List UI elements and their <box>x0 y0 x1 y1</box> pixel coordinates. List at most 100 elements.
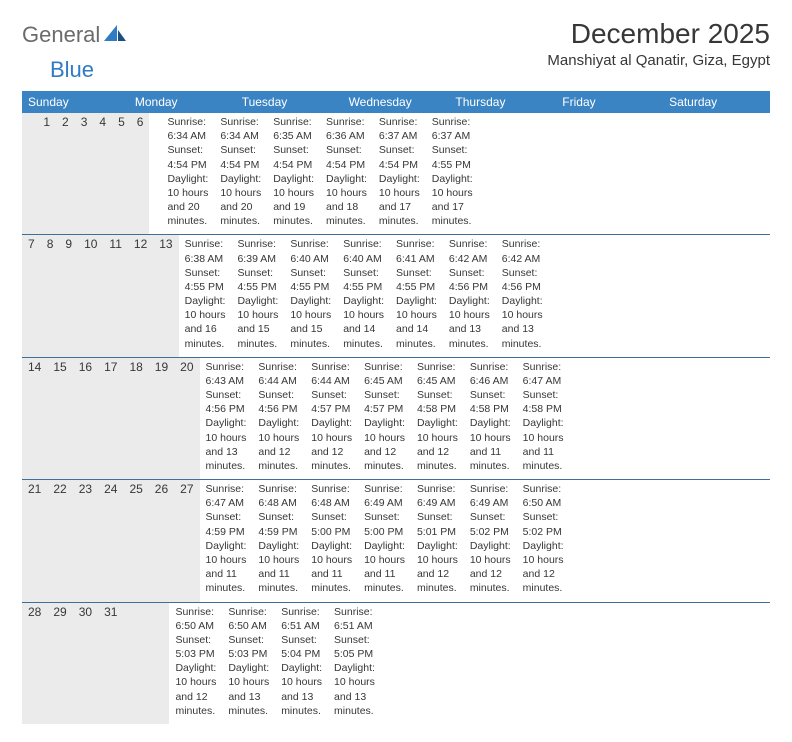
day-cell: Sunrise: 6:49 AMSunset: 5:00 PMDaylight:… <box>358 480 411 601</box>
day-cell: Sunrise: 6:42 AMSunset: 4:56 PMDaylight:… <box>496 235 549 356</box>
daylight-text: Daylight: 10 hours and 20 minutes. <box>167 172 208 229</box>
sunrise-text: Sunrise: 6:49 AM <box>364 482 405 510</box>
weekday-tuesday: Tuesday <box>236 91 343 113</box>
day-cell: Sunrise: 6:49 AMSunset: 5:02 PMDaylight:… <box>464 480 517 601</box>
sunset-text: Sunset: 4:56 PM <box>258 388 299 416</box>
day-number: 6 <box>131 113 150 234</box>
sunrise-text: Sunrise: 6:48 AM <box>311 482 352 510</box>
sunset-text: Sunset: 4:54 PM <box>220 143 261 171</box>
day-number: 30 <box>73 603 98 724</box>
sunrise-text: Sunrise: 6:49 AM <box>470 482 511 510</box>
day-cell: Sunrise: 6:47 AMSunset: 4:59 PMDaylight:… <box>200 480 253 601</box>
day-cell: Sunrise: 6:44 AMSunset: 4:56 PMDaylight:… <box>252 358 305 479</box>
sunset-text: Sunset: 4:59 PM <box>258 510 299 538</box>
daylight-text: Daylight: 10 hours and 12 minutes. <box>523 539 564 596</box>
daylight-text: Daylight: 10 hours and 12 minutes. <box>417 539 458 596</box>
day-number: 11 <box>103 235 127 356</box>
sunset-text: Sunset: 4:54 PM <box>326 143 367 171</box>
day-cell: Sunrise: 6:46 AMSunset: 4:58 PMDaylight:… <box>464 358 517 479</box>
day-number-row: 21222324252627 <box>22 480 200 601</box>
day-cell <box>381 603 393 724</box>
day-cell: Sunrise: 6:36 AMSunset: 4:54 PMDaylight:… <box>320 113 373 234</box>
day-cell: Sunrise: 6:40 AMSunset: 4:55 PMDaylight:… <box>337 235 390 356</box>
day-number-row: 28293031 <box>22 603 169 724</box>
day-number: 31 <box>98 603 123 724</box>
day-content-row: Sunrise: 6:34 AMSunset: 4:54 PMDaylight:… <box>149 113 478 234</box>
day-cell <box>149 113 161 234</box>
day-cell: Sunrise: 6:50 AMSunset: 5:03 PMDaylight:… <box>222 603 275 724</box>
day-cell: Sunrise: 6:45 AMSunset: 4:58 PMDaylight:… <box>411 358 464 479</box>
day-cell: Sunrise: 6:37 AMSunset: 4:54 PMDaylight:… <box>373 113 426 234</box>
week-row: 78910111213Sunrise: 6:38 AMSunset: 4:55 … <box>22 235 770 357</box>
day-number: 18 <box>123 358 148 479</box>
daylight-text: Daylight: 10 hours and 12 minutes. <box>175 661 216 718</box>
weekday-thursday: Thursday <box>449 91 556 113</box>
daylight-text: Daylight: 10 hours and 13 minutes. <box>206 416 247 473</box>
weeks-container: 123456Sunrise: 6:34 AMSunset: 4:54 PMDay… <box>22 113 770 724</box>
sunrise-text: Sunrise: 6:50 AM <box>523 482 564 510</box>
weekday-sunday: Sunday <box>22 91 129 113</box>
sunset-text: Sunset: 4:59 PM <box>206 510 247 538</box>
sunrise-text: Sunrise: 6:42 AM <box>502 237 543 265</box>
daylight-text: Daylight: 10 hours and 13 minutes. <box>502 294 543 351</box>
day-cell: Sunrise: 6:50 AMSunset: 5:02 PMDaylight:… <box>517 480 570 601</box>
sunset-text: Sunset: 4:55 PM <box>290 266 331 294</box>
daylight-text: Daylight: 10 hours and 19 minutes. <box>273 172 314 229</box>
day-number <box>22 113 37 234</box>
daylight-text: Daylight: 10 hours and 12 minutes. <box>417 416 458 473</box>
sunrise-text: Sunrise: 6:43 AM <box>206 360 247 388</box>
sunset-text: Sunset: 4:55 PM <box>432 143 473 171</box>
weekday-saturday: Saturday <box>663 91 770 113</box>
day-number: 19 <box>149 358 174 479</box>
sunset-text: Sunset: 5:00 PM <box>364 510 405 538</box>
sunrise-text: Sunrise: 6:39 AM <box>237 237 278 265</box>
day-content-row: Sunrise: 6:43 AMSunset: 4:56 PMDaylight:… <box>200 358 570 479</box>
sunset-text: Sunset: 4:55 PM <box>237 266 278 294</box>
sunset-text: Sunset: 4:58 PM <box>470 388 511 416</box>
day-number: 24 <box>98 480 123 601</box>
sunrise-text: Sunrise: 6:34 AM <box>220 115 261 143</box>
sunrise-text: Sunrise: 6:37 AM <box>379 115 420 143</box>
brand-part2: Blue <box>50 57 94 83</box>
sunrise-text: Sunrise: 6:51 AM <box>334 605 375 633</box>
day-content-row: Sunrise: 6:50 AMSunset: 5:03 PMDaylight:… <box>169 603 416 724</box>
sunrise-text: Sunrise: 6:38 AM <box>185 237 226 265</box>
sunset-text: Sunset: 4:55 PM <box>185 266 226 294</box>
weekday-wednesday: Wednesday <box>343 91 450 113</box>
daylight-text: Daylight: 10 hours and 11 minutes. <box>258 539 299 596</box>
day-number: 4 <box>93 113 112 234</box>
day-number-row: 123456 <box>22 113 149 234</box>
sunset-text: Sunset: 4:56 PM <box>502 266 543 294</box>
sunrise-text: Sunrise: 6:45 AM <box>417 360 458 388</box>
sunrise-text: Sunrise: 6:49 AM <box>417 482 458 510</box>
day-content-row: Sunrise: 6:47 AMSunset: 4:59 PMDaylight:… <box>200 480 570 601</box>
sunset-text: Sunset: 4:57 PM <box>311 388 352 416</box>
day-cell: Sunrise: 6:48 AMSunset: 4:59 PMDaylight:… <box>252 480 305 601</box>
sunrise-text: Sunrise: 6:45 AM <box>364 360 405 388</box>
day-number: 8 <box>41 235 60 356</box>
sunset-text: Sunset: 4:57 PM <box>364 388 405 416</box>
day-cell: Sunrise: 6:51 AMSunset: 5:05 PMDaylight:… <box>328 603 381 724</box>
daylight-text: Daylight: 10 hours and 11 minutes. <box>206 539 247 596</box>
sunset-text: Sunset: 4:58 PM <box>523 388 564 416</box>
brand-logo: General <box>22 22 128 48</box>
day-number: 22 <box>47 480 72 601</box>
location-text: Manshiyat al Qanatir, Giza, Egypt <box>547 52 770 69</box>
sunset-text: Sunset: 5:02 PM <box>470 510 511 538</box>
sunrise-text: Sunrise: 6:47 AM <box>206 482 247 510</box>
sunrise-text: Sunrise: 6:50 AM <box>175 605 216 633</box>
week-row: 21222324252627Sunrise: 6:47 AMSunset: 4:… <box>22 480 770 602</box>
sunset-text: Sunset: 5:03 PM <box>175 633 216 661</box>
week-row: 14151617181920Sunrise: 6:43 AMSunset: 4:… <box>22 358 770 480</box>
day-cell: Sunrise: 6:48 AMSunset: 5:00 PMDaylight:… <box>305 480 358 601</box>
daylight-text: Daylight: 10 hours and 12 minutes. <box>258 416 299 473</box>
sunset-text: Sunset: 4:58 PM <box>417 388 458 416</box>
day-number: 9 <box>59 235 78 356</box>
day-number-row: 78910111213 <box>22 235 179 356</box>
sunrise-text: Sunrise: 6:37 AM <box>432 115 473 143</box>
daylight-text: Daylight: 10 hours and 14 minutes. <box>343 294 384 351</box>
day-number: 28 <box>22 603 47 724</box>
week-row: 28293031 Sunrise: 6:50 AMSunset: 5:03 PM… <box>22 603 770 724</box>
sunrise-text: Sunrise: 6:42 AM <box>449 237 490 265</box>
day-number: 12 <box>128 235 153 356</box>
